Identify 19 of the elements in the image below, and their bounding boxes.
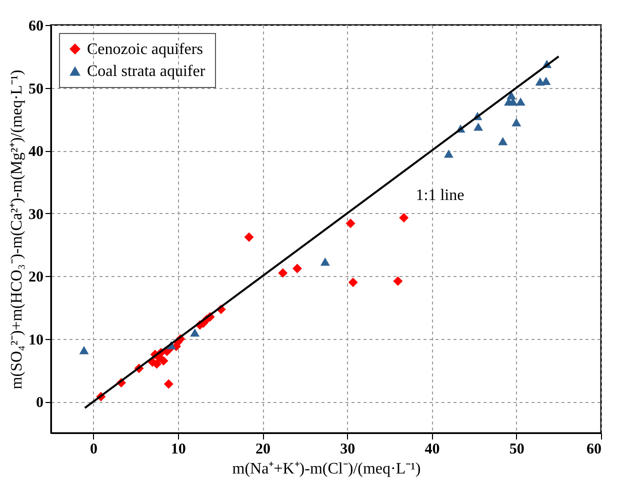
- x-tick-label: 40: [424, 442, 440, 458]
- y-tick-label: 30: [28, 206, 44, 223]
- x-tick-label: 50: [509, 442, 524, 458]
- x-tick-label: 30: [340, 442, 356, 458]
- y-axis-title: m(SO₄²⁻)+m(HCO₃⁻)-m(Ca²⁺)-m(Mg²⁺)/(meq·L⁻¹): [8, 70, 26, 390]
- legend-label: Coal strata aquifer: [87, 63, 206, 80]
- x-tick-label: 0: [90, 442, 98, 458]
- annotation: 1:1 line: [416, 187, 464, 204]
- y-tick-label: 60: [28, 18, 44, 34]
- x-axis-title: m(Na⁺+K⁺)-m(Cl⁻)/(meq·L⁻¹): [232, 460, 421, 478]
- legend-label: Cenozoic aquifers: [87, 41, 203, 58]
- y-tick-label: 40: [28, 144, 44, 160]
- x-tick-label: 10: [170, 442, 186, 458]
- x-tick-label: 20: [256, 442, 271, 458]
- y-tick-label: 20: [28, 270, 44, 286]
- x-tick-label: 60: [586, 442, 602, 458]
- y-tick-label: 50: [28, 81, 44, 98]
- y-tick-label: 10: [28, 332, 44, 348]
- y-tick-label: 0: [36, 395, 44, 412]
